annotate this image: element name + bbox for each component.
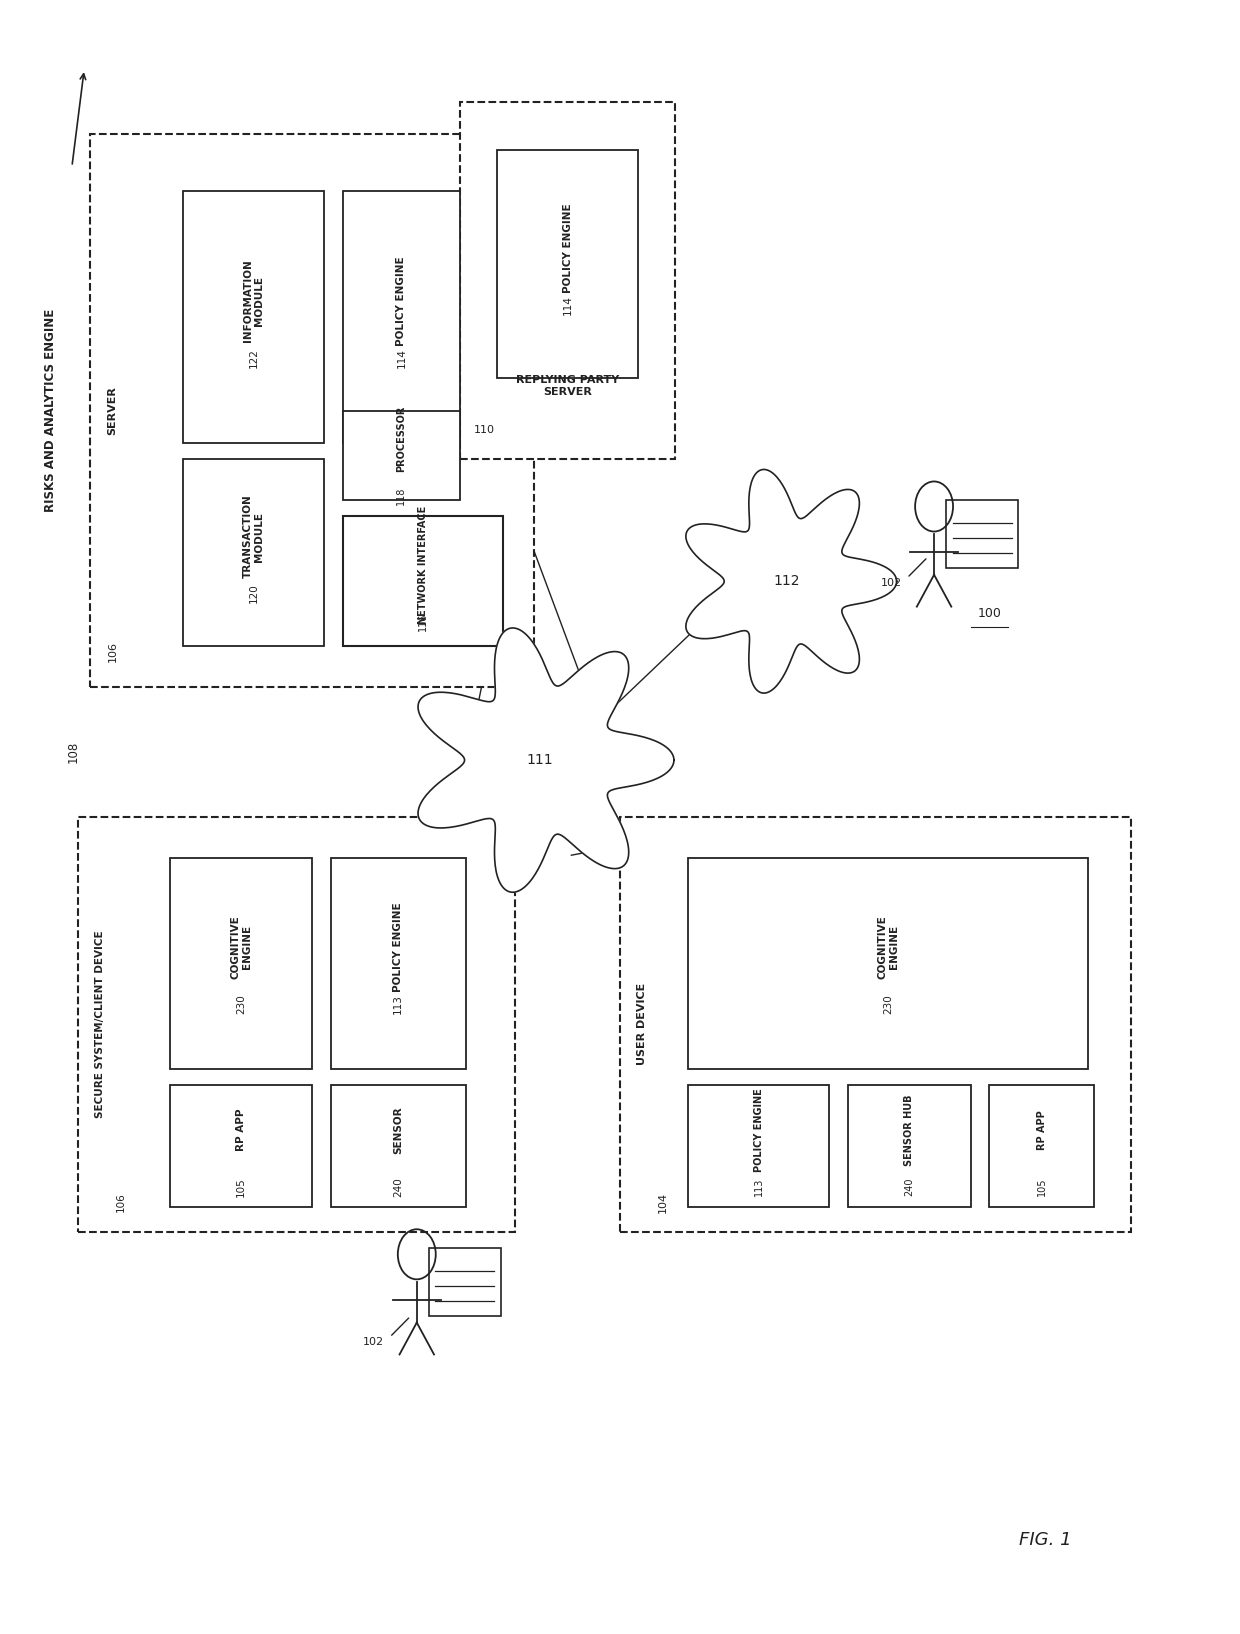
FancyBboxPatch shape bbox=[990, 1085, 1094, 1208]
Text: 102: 102 bbox=[880, 578, 901, 588]
Text: POLICY ENGINE: POLICY ENGINE bbox=[563, 203, 573, 292]
Text: 105: 105 bbox=[237, 1176, 247, 1196]
Text: COGNITIVE
ENGINE: COGNITIVE ENGINE bbox=[231, 915, 252, 979]
Text: FIG. 1: FIG. 1 bbox=[1018, 1531, 1071, 1549]
Text: 112: 112 bbox=[773, 574, 800, 588]
Text: 230: 230 bbox=[883, 993, 893, 1013]
Text: 105: 105 bbox=[1037, 1178, 1047, 1196]
Text: COGNITIVE
ENGINE: COGNITIVE ENGINE bbox=[877, 915, 899, 979]
Text: POLICY ENGINE: POLICY ENGINE bbox=[393, 902, 403, 992]
Text: 120: 120 bbox=[248, 583, 259, 603]
FancyBboxPatch shape bbox=[946, 500, 1018, 569]
Text: SERVER: SERVER bbox=[108, 386, 118, 435]
Text: NETWORK INTERFACE: NETWORK INTERFACE bbox=[418, 507, 428, 624]
FancyBboxPatch shape bbox=[170, 858, 312, 1069]
Text: INFORMATION
MODULE: INFORMATION MODULE bbox=[243, 260, 264, 342]
FancyBboxPatch shape bbox=[343, 410, 460, 500]
Text: RP APP: RP APP bbox=[237, 1109, 247, 1152]
Text: POLICY ENGINE: POLICY ENGINE bbox=[754, 1088, 764, 1172]
Text: 114: 114 bbox=[397, 348, 407, 368]
Text: 102: 102 bbox=[363, 1337, 384, 1346]
FancyBboxPatch shape bbox=[848, 1085, 971, 1208]
FancyBboxPatch shape bbox=[460, 101, 676, 459]
FancyBboxPatch shape bbox=[331, 1085, 466, 1208]
Text: 108: 108 bbox=[67, 740, 79, 763]
FancyBboxPatch shape bbox=[182, 459, 325, 647]
Text: 114: 114 bbox=[563, 296, 573, 315]
Polygon shape bbox=[418, 627, 675, 892]
Text: REPLYING PARTY
SERVER: REPLYING PARTY SERVER bbox=[516, 376, 619, 397]
FancyBboxPatch shape bbox=[688, 858, 1087, 1069]
Text: PROCESSOR: PROCESSOR bbox=[397, 405, 407, 472]
Text: USER DEVICE: USER DEVICE bbox=[637, 984, 647, 1065]
FancyBboxPatch shape bbox=[182, 191, 325, 443]
Text: 110: 110 bbox=[474, 425, 495, 435]
Polygon shape bbox=[686, 469, 897, 693]
FancyBboxPatch shape bbox=[343, 191, 460, 443]
FancyBboxPatch shape bbox=[429, 1248, 501, 1315]
FancyBboxPatch shape bbox=[343, 516, 503, 647]
Text: 230: 230 bbox=[237, 993, 247, 1013]
FancyBboxPatch shape bbox=[331, 858, 466, 1069]
Text: 122: 122 bbox=[248, 348, 259, 368]
Text: 104: 104 bbox=[658, 1191, 668, 1212]
Text: 240: 240 bbox=[904, 1178, 914, 1196]
Text: 118: 118 bbox=[397, 487, 407, 505]
Text: 106: 106 bbox=[108, 641, 118, 662]
Text: SENSOR: SENSOR bbox=[393, 1106, 403, 1154]
Text: POLICY ENGINE: POLICY ENGINE bbox=[397, 257, 407, 346]
Text: RISKS AND ANALYTICS ENGINE: RISKS AND ANALYTICS ENGINE bbox=[45, 309, 57, 511]
FancyBboxPatch shape bbox=[78, 817, 516, 1232]
FancyBboxPatch shape bbox=[91, 134, 533, 686]
Text: SECURE SYSTEM/CLIENT DEVICE: SECURE SYSTEM/CLIENT DEVICE bbox=[95, 930, 105, 1118]
Text: 116: 116 bbox=[418, 613, 428, 631]
Text: TRANSACTION
MODULE: TRANSACTION MODULE bbox=[243, 495, 264, 578]
Text: 113: 113 bbox=[393, 993, 403, 1013]
FancyBboxPatch shape bbox=[620, 817, 1131, 1232]
Text: 111: 111 bbox=[527, 753, 553, 766]
FancyBboxPatch shape bbox=[497, 150, 639, 377]
Text: 100: 100 bbox=[977, 608, 1002, 621]
Text: SENSOR HUB: SENSOR HUB bbox=[904, 1095, 914, 1165]
Text: 106: 106 bbox=[117, 1193, 126, 1212]
Text: 113: 113 bbox=[754, 1178, 764, 1196]
Text: RP APP: RP APP bbox=[1037, 1109, 1047, 1150]
FancyBboxPatch shape bbox=[688, 1085, 830, 1208]
FancyBboxPatch shape bbox=[170, 1085, 312, 1208]
Text: 240: 240 bbox=[393, 1176, 403, 1196]
